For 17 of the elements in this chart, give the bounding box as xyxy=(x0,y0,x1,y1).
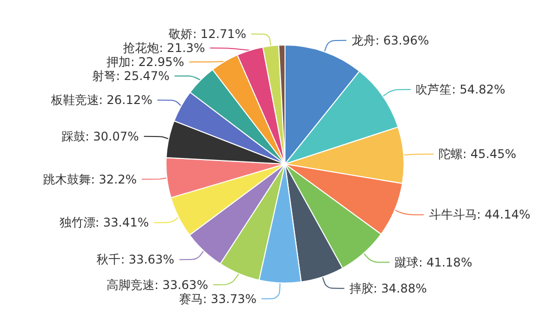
slice-label: 秋千: 33.63% xyxy=(96,252,174,267)
slice-label: 跳木鼓舞: 32.2% xyxy=(42,172,137,186)
slice-label: 踩鼓: 30.07% xyxy=(61,129,139,144)
slice-label: 独竹漂: 33.41% xyxy=(59,216,149,230)
slice-label: 板鞋竞速: 26.12% xyxy=(50,93,152,108)
slice-label: 押加: 22.95% xyxy=(106,54,184,69)
slice-label: 摔胶: 34.88% xyxy=(349,281,427,296)
slice-label: 吹芦笙: 54.82% xyxy=(416,82,506,96)
slice-label: 斗牛斗马: 44.14% xyxy=(428,208,530,222)
slice-label: 蹴球: 41.18% xyxy=(394,255,472,270)
slice-label: 抢花炮: 21.3% xyxy=(123,40,206,55)
slice-label: 高脚竞速: 33.63% xyxy=(106,278,208,292)
slice-label: 龙舟: 63.96% xyxy=(351,33,430,48)
slice-label: 陀螺: 45.45% xyxy=(438,147,516,162)
slice-label: 射弩: 25.47% xyxy=(92,68,170,83)
slice-label: 敬娇: 12.71% xyxy=(168,26,246,41)
slice-label: 赛马: 33.73% xyxy=(178,292,257,306)
